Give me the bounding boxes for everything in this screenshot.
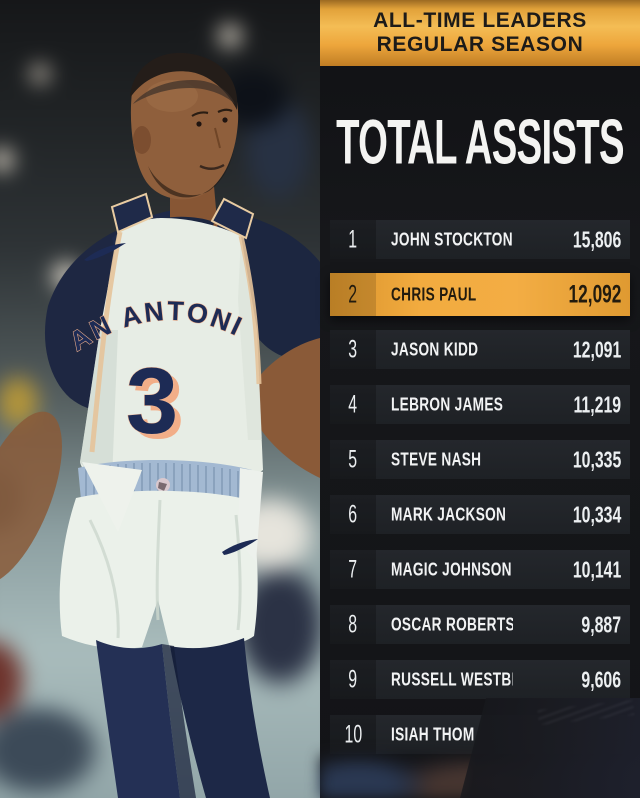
assists-value-cell: 11,219 — [573, 390, 621, 418]
rank-cell: 7 — [330, 550, 376, 589]
player-name-cell: ISIAH THOM — [391, 723, 475, 745]
assists-value-cell: 10,335 — [572, 445, 621, 473]
player-name-cell: JASON KIDD — [391, 338, 479, 360]
player-name-cell: LEBRON JAMES — [391, 393, 504, 415]
rank-cell: 2 — [330, 273, 376, 316]
title-wrap: TOTAL ASSISTS — [320, 66, 640, 218]
table-row: 4 LEBRON JAMES 11,219 — [330, 385, 630, 424]
assists-value-cell: 9,887 — [581, 610, 621, 638]
assists-value-cell: 9,606 — [581, 665, 621, 693]
table-row: 3 JASON KIDD 12,091 — [330, 330, 630, 369]
nike-swoosh-shorts-icon — [222, 539, 258, 555]
assists-value-cell: 15,806 — [572, 225, 621, 253]
banner: ALL-TIME LEADERS REGULAR SEASON — [320, 0, 640, 66]
jersey-number-shadow: 3 — [132, 353, 184, 458]
table-row: 6 MARK JACKSON 10,334 — [330, 495, 630, 534]
rank-cell: 5 — [330, 440, 376, 479]
table-row-highlighted: 2 CHRIS PAUL 12,092 — [330, 273, 630, 316]
player-shorts — [59, 459, 263, 651]
assists-value-cell: 12,092 — [568, 279, 621, 309]
rank-cell: 3 — [330, 330, 376, 369]
smudge-streaks — [537, 700, 635, 725]
assists-value-cell: 10,141 — [572, 555, 621, 583]
player-name-cell: STEVE NASH — [391, 448, 482, 470]
rank-cell: 9 — [330, 660, 376, 699]
nike-swoosh-icon — [84, 243, 126, 261]
table-row: 8 OSCAR ROBERTSON 9,887 — [330, 605, 630, 644]
rank-cell: 4 — [330, 385, 376, 424]
player-name-cell: RUSSELL WESTBROOK — [391, 668, 513, 690]
table-row: 1 JOHN STOCKTON 15,806 — [330, 220, 630, 259]
rank-cell: 8 — [330, 605, 376, 644]
page-title: TOTAL ASSISTS — [336, 106, 624, 178]
table-row: 9 RUSSELL WESTBROOK 9,606 — [330, 660, 630, 699]
rank-cell: 10 — [330, 715, 376, 754]
jersey-number: 3 — [126, 348, 178, 453]
leaderboard-panel: ALL-TIME LEADERS REGULAR SEASON TOTAL AS… — [320, 0, 640, 798]
player-photo: SAN ANTONIO 3 3 — [0, 0, 320, 798]
rank-cell: 6 — [330, 495, 376, 534]
table-row: 5 STEVE NASH 10,335 — [330, 440, 630, 479]
player-name-cell: MARK JACKSON — [391, 503, 507, 525]
banner-line1: ALL-TIME LEADERS — [373, 9, 587, 33]
assists-value-cell: 10,334 — [572, 500, 621, 528]
player-name-cell: MAGIC JOHNSON — [391, 558, 512, 580]
leaderboard-rows: 1 JOHN STOCKTON 15,806 2 CHRIS PAUL 12,0… — [330, 220, 630, 770]
table-row: 7 MAGIC JOHNSON 10,141 — [330, 550, 630, 589]
player-legs — [96, 638, 270, 798]
player-name-cell: CHRIS PAUL — [391, 283, 477, 305]
player-name-cell: OSCAR ROBERTSON — [391, 613, 513, 635]
banner-line2: REGULAR SEASON — [376, 33, 584, 56]
player-illustration: SAN ANTONIO 3 3 — [0, 0, 320, 798]
blur-smudge-overlay — [460, 698, 640, 798]
player-name-cell: JOHN STOCKTON — [391, 228, 513, 250]
rank-cell: 1 — [330, 220, 376, 259]
assists-value-cell: 12,091 — [572, 335, 621, 363]
